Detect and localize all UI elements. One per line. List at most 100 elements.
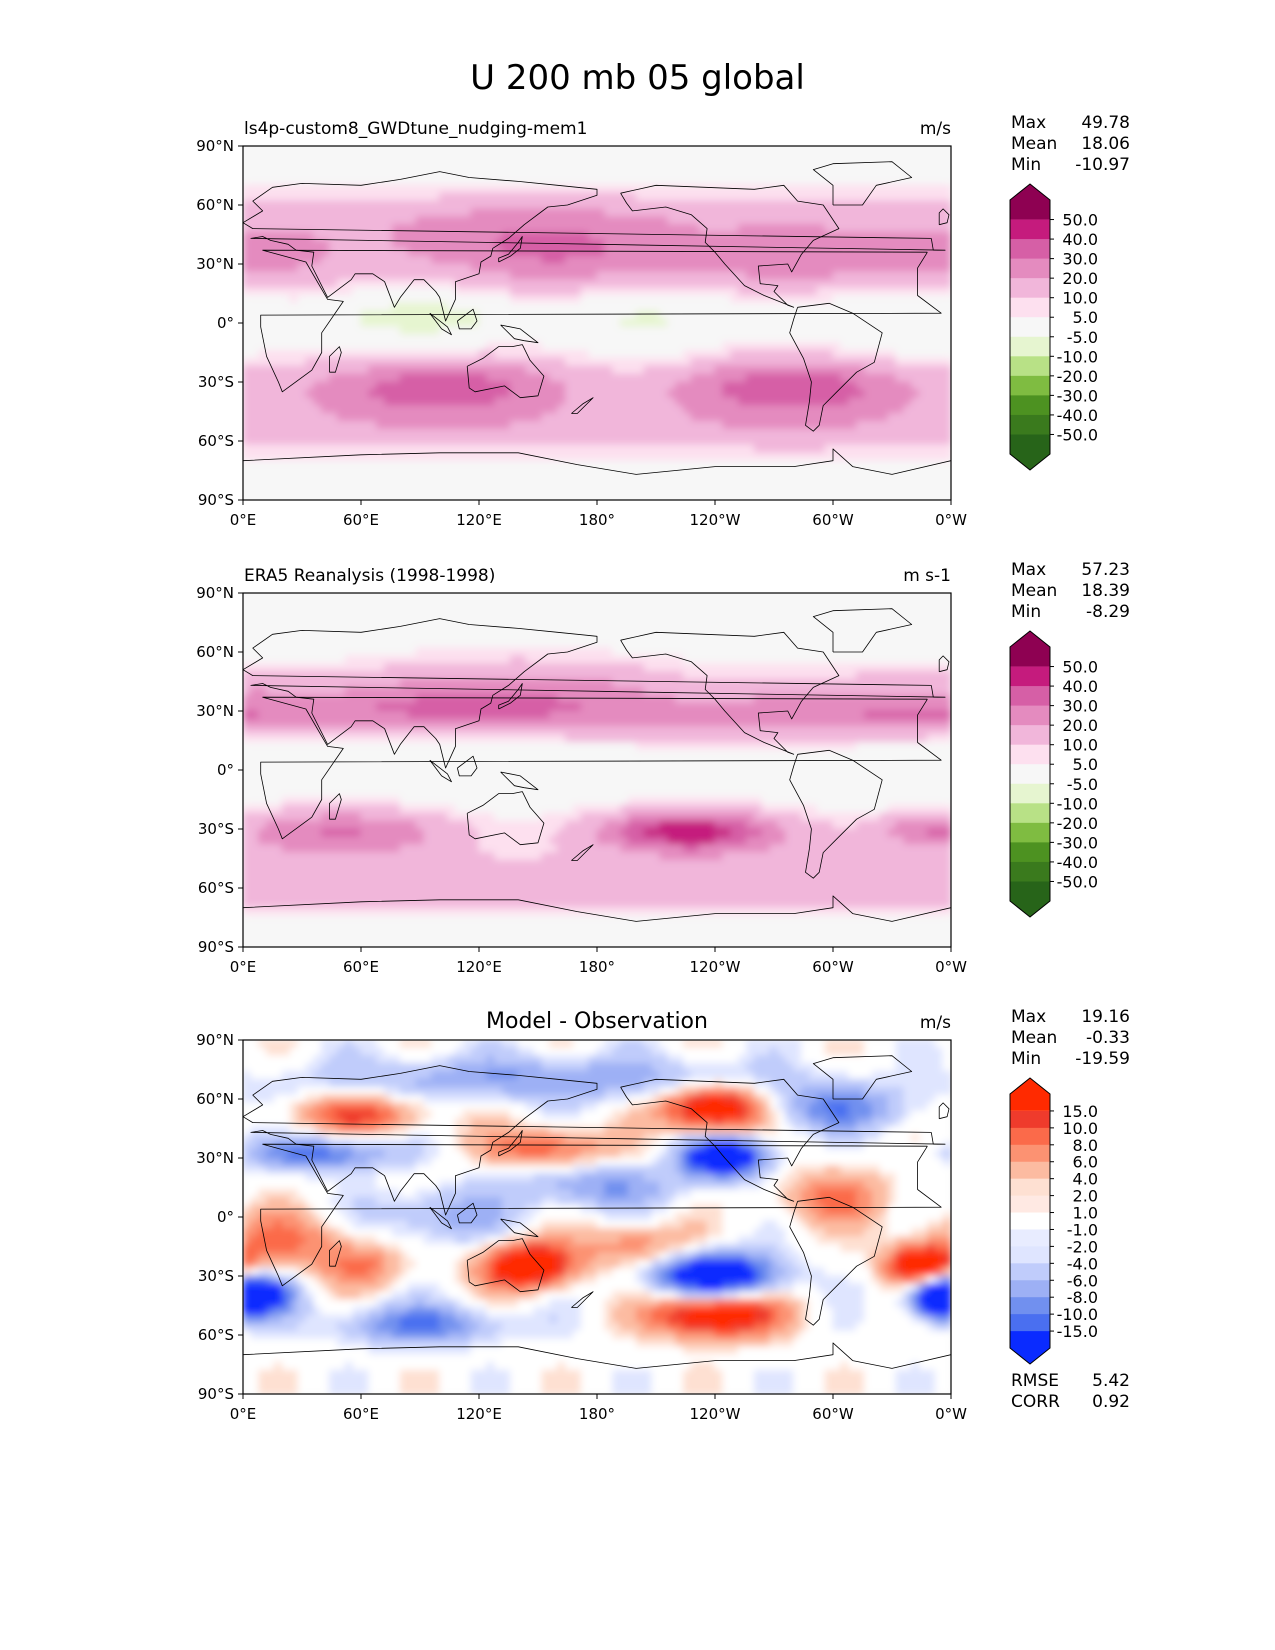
heat-cell: [706, 436, 716, 446]
heat-cell: [368, 146, 378, 155]
heat-cell: [250, 192, 260, 202]
heat-cell: [911, 608, 921, 618]
heat-cell: [620, 405, 629, 414]
heat-cell: [565, 146, 574, 155]
heat-cell: [580, 452, 590, 462]
heat-cell: [801, 412, 810, 422]
heat-cell: [329, 483, 338, 493]
heat-cell: [415, 428, 425, 438]
heat-cell: [439, 200, 449, 210]
heat-cell: [580, 192, 590, 202]
heat-cell: [289, 200, 299, 210]
heat-cell: [714, 169, 724, 178]
heat-cell: [934, 350, 944, 359]
heat-cell: [391, 420, 401, 430]
heat-cell: [313, 420, 323, 430]
heat-cell: [549, 623, 559, 633]
heat-cell: [919, 200, 928, 210]
heat-cell: [478, 224, 488, 234]
heat-cell: [777, 326, 787, 336]
heat-cell: [407, 608, 417, 618]
heat-cell: [635, 263, 645, 273]
heat-cell: [793, 239, 803, 249]
heat-cell: [321, 350, 331, 359]
heat-cell: [627, 436, 637, 446]
heat-cell: [399, 208, 409, 218]
heat-cell: [486, 483, 496, 493]
heat-cell: [329, 397, 338, 407]
heat-cell: [329, 216, 338, 226]
heat-cell: [297, 655, 307, 665]
heat-cell: [926, 381, 936, 391]
heat-cell: [557, 639, 567, 649]
heat-cell: [911, 200, 921, 210]
heat-cell: [761, 342, 771, 352]
heat-cell: [502, 389, 511, 399]
heat-cell: [612, 357, 622, 367]
heat-cell: [305, 389, 315, 399]
heat-cell: [509, 593, 519, 602]
heat-cell: [761, 184, 771, 194]
heat-cell: [667, 412, 677, 422]
heat-cell: [533, 192, 543, 202]
heat-cell: [816, 208, 826, 218]
heat-cell: [887, 373, 897, 383]
heat-cell: [329, 255, 338, 265]
heat-cell: [565, 608, 574, 618]
heat-cell: [415, 216, 425, 226]
heat-cell: [730, 483, 740, 493]
heat-cell: [313, 357, 323, 367]
heat-cell: [856, 208, 865, 218]
heat-cell: [690, 631, 700, 641]
heat-cell: [305, 436, 315, 446]
heat-cell: [596, 334, 606, 344]
heat-cell: [336, 302, 346, 312]
heat-cell: [258, 663, 268, 673]
heat-cell: [934, 397, 944, 407]
heat-cell: [289, 405, 299, 414]
heat-cell: [478, 334, 488, 344]
heat-cell: [801, 169, 810, 178]
heat-cell: [911, 310, 921, 320]
heat-cell: [714, 287, 724, 296]
heat-cell: [745, 232, 755, 241]
heat-cell: [871, 655, 881, 665]
heat-cell: [895, 608, 905, 618]
heat-cell: [572, 491, 582, 500]
heat-cell: [722, 397, 732, 407]
map-plot-area: [243, 593, 951, 947]
heat-cell: [266, 647, 275, 657]
heat-cell: [266, 176, 275, 186]
heat-cell: [627, 357, 637, 367]
heat-cell: [643, 452, 653, 462]
heat-cell: [667, 342, 677, 352]
heat-cell: [871, 412, 881, 422]
heat-cell: [258, 483, 268, 493]
heat-cell: [863, 294, 873, 304]
heat-cell: [730, 318, 740, 328]
heat-cell: [942, 255, 951, 265]
heat-cell: [321, 357, 331, 367]
heat-cell: [793, 600, 803, 610]
heat-cell: [895, 389, 905, 399]
heat-cell: [289, 373, 299, 383]
heat-cell: [517, 397, 527, 407]
heat-cell: [769, 468, 779, 477]
heat-cell: [777, 436, 787, 446]
heat-cell: [588, 279, 598, 289]
heat-cell: [934, 365, 944, 375]
heat-cell: [462, 232, 472, 241]
heat-cell: [243, 146, 252, 155]
colorbar-segment: [1010, 184, 1050, 220]
heat-cell: [273, 169, 283, 178]
heat-cell: [808, 444, 818, 454]
heat-cell: [730, 381, 740, 391]
heat-cell: [643, 389, 653, 399]
heat-cell: [879, 302, 889, 312]
heat-cell: [454, 271, 464, 281]
heat-cell: [856, 397, 865, 407]
heat-cell: [667, 232, 677, 241]
heat-cell: [321, 153, 331, 163]
heat-cell: [273, 655, 283, 665]
heat-cell: [698, 389, 708, 399]
